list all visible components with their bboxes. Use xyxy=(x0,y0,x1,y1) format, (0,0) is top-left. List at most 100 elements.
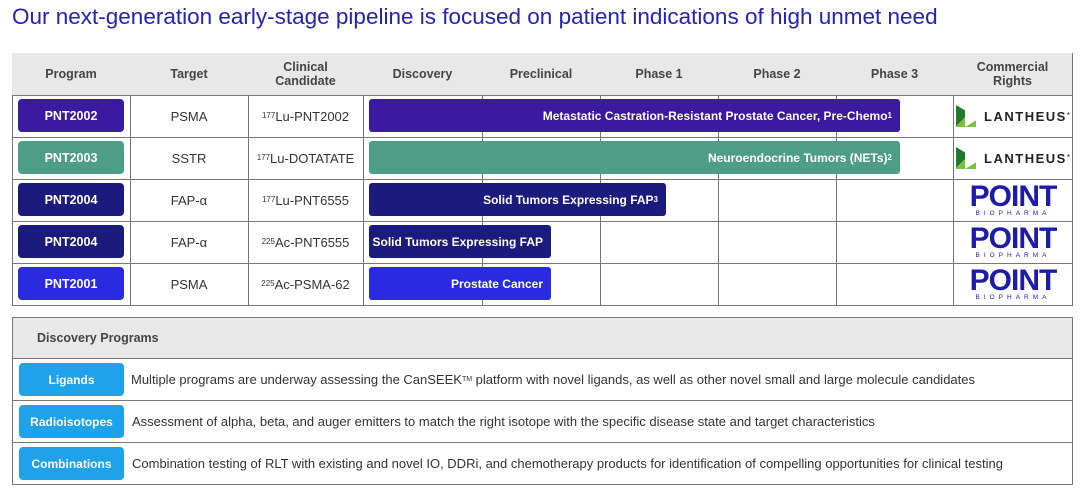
indication-bar: Metastatic Castration-Resistant Prostate… xyxy=(369,99,900,132)
column-header: Preclinical xyxy=(482,53,601,96)
logo-name: POINT xyxy=(969,263,1058,297)
table-cell xyxy=(130,263,249,306)
logo-name: LANTHEUS xyxy=(984,150,1067,166)
description: Assessment of alpha, beta, and auger emi… xyxy=(132,401,875,442)
column-header: Target xyxy=(130,53,249,96)
table-cell xyxy=(130,95,249,138)
table-cell xyxy=(248,137,364,180)
table-cell xyxy=(600,221,719,264)
indication: Neuroendocrine Tumors (NETs) xyxy=(707,150,888,165)
table-cell xyxy=(12,221,131,264)
column-header: Phase 1 xyxy=(600,53,719,96)
discovery-title: Discovery Programs xyxy=(13,318,1072,359)
table-cell xyxy=(130,179,249,222)
program-pill: PNT2001 xyxy=(18,267,124,300)
target: FAP-α xyxy=(170,234,208,250)
table-cell xyxy=(248,95,364,138)
indication: Metastatic Castration-Resistant Prostate… xyxy=(542,108,888,123)
table-cell xyxy=(953,221,1073,264)
row-divider xyxy=(13,400,1072,401)
program-pill: PNT2004 xyxy=(18,225,124,258)
table-cell xyxy=(953,263,1073,306)
target: PSMA xyxy=(170,108,208,124)
table-cell xyxy=(836,137,954,180)
page-title: Our next-generation early-stage pipeline… xyxy=(12,4,938,29)
table-cell xyxy=(836,95,954,138)
table-cell xyxy=(248,263,364,306)
rights-logo: POINT BIOPHARMA xyxy=(955,263,1071,305)
table-cell xyxy=(718,221,837,264)
point-logo: POINT BIOPHARMA xyxy=(969,263,1058,301)
discovery-pill: Radioisotopes xyxy=(19,405,124,438)
table-cell xyxy=(482,263,601,306)
table-cell xyxy=(12,263,131,306)
logo-tagline: BIOPHARMA xyxy=(975,293,1051,301)
discovery-table xyxy=(12,317,1073,485)
rights-logo: POINT BIOPHARMA xyxy=(955,179,1071,221)
table-cell xyxy=(836,179,954,222)
table-cell xyxy=(12,179,131,222)
target: PSMA xyxy=(170,276,208,292)
table-cell xyxy=(12,95,131,138)
indication-bar: Solid Tumors Expressing FAP 3 xyxy=(369,183,666,216)
compound: Lu-PNT6555 xyxy=(275,192,350,208)
rights-logo: LANTHEUS * xyxy=(955,95,1071,137)
row-divider xyxy=(13,442,1072,443)
table-cell xyxy=(953,179,1073,222)
indication-bar: Solid Tumors Expressing FAP xyxy=(369,225,551,258)
description-text: platform with novel ligands, as well as … xyxy=(472,372,975,387)
candidate: 177 Lu-PNT6555 xyxy=(261,192,350,208)
program-pill: PNT2002 xyxy=(18,99,124,132)
column-header: Phase 3 xyxy=(836,53,954,96)
candidate: 177 Lu-PNT2002 xyxy=(261,108,350,124)
description: Combination testing of RLT with existing… xyxy=(132,443,1003,484)
table-cell xyxy=(130,137,249,180)
table-cell xyxy=(953,95,1073,138)
candidate: 225 Ac-PSMA-62 xyxy=(261,276,350,292)
logo-name: POINT xyxy=(969,179,1058,213)
column-header: Program xyxy=(12,53,131,96)
indication: Prostate Cancer xyxy=(450,276,543,291)
table-cell xyxy=(600,179,719,222)
column-header: Phase 2 xyxy=(718,53,837,96)
indication-bar: Prostate Cancer xyxy=(369,267,551,300)
column-header: Commercial Rights xyxy=(953,53,1073,96)
description-text: Combination testing of RLT with existing… xyxy=(132,456,1003,471)
table-cell xyxy=(12,137,131,180)
logo-name: LANTHEUS xyxy=(984,108,1067,124)
column-header: Clinical Candidate xyxy=(248,53,364,96)
table-cell xyxy=(718,263,837,306)
table-cell xyxy=(600,263,719,306)
point-logo: POINT BIOPHARMA xyxy=(969,179,1058,217)
indication: Solid Tumors Expressing FAP xyxy=(483,192,654,207)
description-text: Multiple programs are underway assessing… xyxy=(131,372,462,387)
discovery-pill: Combinations xyxy=(19,447,124,480)
point-logo: POINT BIOPHARMA xyxy=(969,221,1058,259)
candidate: 225 Ac-PNT6555 xyxy=(261,234,350,250)
program-pill: PNT2004 xyxy=(18,183,124,216)
logo-name: POINT xyxy=(969,221,1058,255)
logo-tagline: BIOPHARMA xyxy=(975,251,1051,259)
program-pill: PNT2003 xyxy=(18,141,124,174)
compound: Lu-DOTATATE xyxy=(270,150,355,166)
compound: Ac-PNT6555 xyxy=(274,234,350,250)
table-cell xyxy=(248,179,364,222)
description: Multiple programs are underway assessing… xyxy=(131,372,975,387)
table-cell xyxy=(130,221,249,264)
logo-icon xyxy=(956,147,977,169)
table-cell xyxy=(836,221,954,264)
table-cell xyxy=(248,221,364,264)
logo-icon xyxy=(956,105,977,127)
compound: Ac-PSMA-62 xyxy=(274,276,350,292)
table-cell xyxy=(953,137,1073,180)
table-cell xyxy=(482,221,601,264)
discovery-pill: Ligands xyxy=(19,363,124,396)
indication-bar: Neuroendocrine Tumors (NETs) 2 xyxy=(369,141,900,174)
rights-logo: LANTHEUS * xyxy=(955,137,1071,179)
target: FAP-α xyxy=(170,192,208,208)
rights-logo: POINT BIOPHARMA xyxy=(955,221,1071,263)
description-text: Assessment of alpha, beta, and auger emi… xyxy=(132,414,875,429)
table-cell xyxy=(836,263,954,306)
column-header: Discovery xyxy=(363,53,483,96)
